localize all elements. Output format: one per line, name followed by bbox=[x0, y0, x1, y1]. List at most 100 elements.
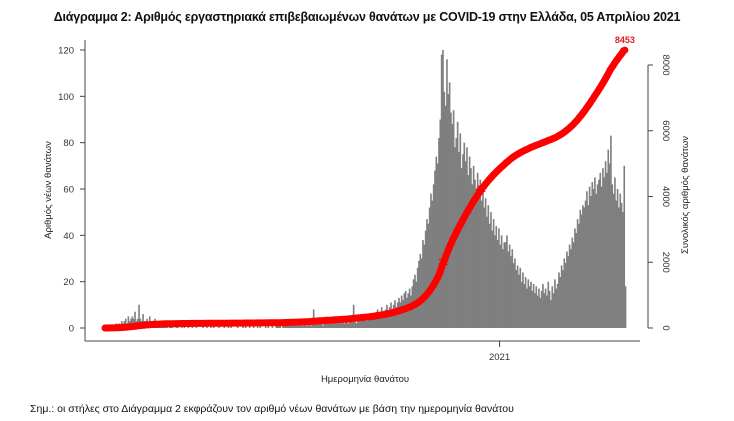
bar bbox=[299, 323, 302, 328]
bar bbox=[463, 142, 466, 328]
bar bbox=[503, 242, 506, 328]
bar bbox=[363, 316, 366, 328]
bar bbox=[422, 239, 424, 328]
bar bbox=[614, 177, 616, 328]
bar bbox=[580, 214, 583, 328]
bar bbox=[511, 249, 514, 328]
bar bbox=[426, 219, 428, 328]
bar bbox=[364, 318, 367, 328]
bar bbox=[318, 323, 320, 328]
bar bbox=[327, 321, 330, 328]
bar bbox=[368, 314, 371, 328]
bar bbox=[370, 318, 372, 328]
bar bbox=[531, 290, 534, 328]
bar bbox=[340, 318, 343, 328]
cumulative-deaths-line bbox=[101, 46, 629, 332]
bar bbox=[342, 321, 344, 328]
bar bbox=[282, 325, 284, 328]
bar bbox=[578, 223, 580, 328]
bar bbox=[460, 168, 463, 328]
bar bbox=[598, 179, 600, 328]
bar bbox=[252, 325, 255, 328]
bar bbox=[610, 135, 612, 328]
bar bbox=[256, 325, 259, 328]
y2-tick-label: 0 bbox=[660, 325, 671, 330]
bar bbox=[360, 316, 363, 328]
bar bbox=[579, 209, 582, 328]
y2-axis-label: Συνολικός αριθμός θανάτων bbox=[680, 136, 691, 254]
bar bbox=[351, 318, 354, 328]
bar bbox=[435, 156, 438, 328]
bar bbox=[523, 283, 526, 328]
bar bbox=[346, 321, 348, 328]
bar bbox=[334, 318, 336, 328]
bar bbox=[608, 163, 611, 328]
bar bbox=[366, 321, 368, 328]
bar bbox=[348, 318, 351, 328]
bar bbox=[286, 325, 288, 328]
bar bbox=[378, 316, 380, 328]
bar bbox=[406, 297, 408, 328]
bar bbox=[382, 311, 384, 328]
bar bbox=[418, 260, 420, 328]
bar bbox=[392, 304, 395, 328]
bar bbox=[354, 321, 356, 328]
bar bbox=[416, 267, 419, 328]
chart-title: Διάγραμμα 2: Αριθμός εργαστηριακά επιβεβ… bbox=[53, 10, 681, 24]
bar bbox=[295, 325, 298, 328]
bar bbox=[434, 170, 436, 328]
cumulative-label: 8453 bbox=[615, 35, 635, 45]
bar bbox=[335, 323, 338, 328]
bar bbox=[518, 274, 520, 328]
bar bbox=[611, 184, 614, 328]
y-tick-label: 0 bbox=[69, 324, 74, 335]
bar bbox=[259, 325, 262, 328]
bar bbox=[539, 297, 542, 328]
bar bbox=[624, 286, 627, 328]
bar bbox=[506, 235, 508, 328]
bar bbox=[472, 165, 475, 328]
bar bbox=[618, 207, 620, 328]
bar bbox=[494, 235, 496, 328]
bar bbox=[576, 219, 579, 328]
bar bbox=[278, 325, 280, 328]
y-tick-label: 20 bbox=[63, 277, 74, 288]
bar bbox=[310, 325, 312, 328]
bar bbox=[544, 288, 547, 328]
bar bbox=[450, 112, 452, 328]
bar bbox=[606, 172, 608, 328]
bar bbox=[530, 281, 532, 328]
bar bbox=[526, 288, 528, 328]
bar bbox=[458, 151, 460, 328]
bar bbox=[595, 193, 598, 328]
x-tick-label: 2021 bbox=[489, 352, 510, 363]
bar bbox=[432, 184, 435, 328]
bar bbox=[424, 230, 427, 328]
bar bbox=[391, 309, 394, 328]
chart-footnote: Σημ.: οι στήλες στο Διάγραμμα 2 εκφράζου… bbox=[30, 403, 514, 415]
bar bbox=[371, 316, 374, 328]
bar bbox=[468, 156, 471, 328]
bar bbox=[134, 311, 136, 328]
bar bbox=[304, 323, 307, 328]
bar bbox=[512, 263, 515, 328]
bar bbox=[326, 323, 328, 328]
bar bbox=[387, 311, 390, 328]
bar bbox=[306, 325, 308, 328]
bar bbox=[419, 253, 422, 328]
bar bbox=[372, 314, 375, 328]
bar bbox=[600, 186, 603, 328]
bar bbox=[556, 283, 559, 328]
bar bbox=[584, 200, 587, 328]
bar bbox=[328, 323, 331, 328]
bar bbox=[410, 295, 412, 328]
bar bbox=[467, 175, 470, 328]
x-axis-label: Ημερομηνία θανάτου bbox=[321, 374, 409, 385]
bar bbox=[543, 293, 546, 328]
bar bbox=[592, 189, 595, 328]
bar bbox=[551, 286, 554, 328]
bar bbox=[320, 323, 323, 328]
y2-tick-label: 6000 bbox=[660, 120, 671, 141]
bar bbox=[298, 323, 300, 328]
bar bbox=[550, 300, 552, 328]
